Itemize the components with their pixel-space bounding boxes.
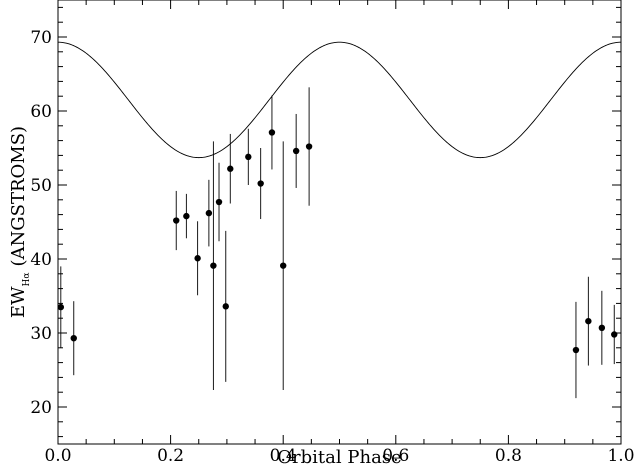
plot-frame (57, 0, 622, 445)
data-point (572, 346, 580, 354)
x-tick-label: 1.0 (607, 446, 634, 466)
data-points (57, 87, 618, 399)
y-axis-label: EWHα (ANGSTROMS) (8, 126, 32, 318)
data-point (222, 303, 229, 310)
data-point (245, 153, 252, 161)
data-point (215, 198, 223, 206)
x-axis-label: Orbital Phase (277, 447, 401, 466)
y-tick-label: 20 (30, 398, 52, 418)
y-tick-label: 40 (30, 250, 52, 270)
y-tick-label: 50 (30, 176, 52, 196)
x-tick-label: 0.4 (270, 446, 297, 466)
data-point (280, 262, 287, 269)
y-tick-label: 60 (30, 102, 52, 122)
y-tick-label: 30 (30, 324, 52, 344)
data-point (598, 324, 606, 332)
x-tick-label: 0.2 (157, 446, 184, 466)
y-axis-label-units: (ANGSTROMS) (8, 126, 29, 267)
data-point (194, 255, 201, 262)
data-point (585, 317, 592, 325)
data-point (268, 129, 276, 136)
x-tick-label: 0.6 (382, 446, 409, 466)
axis-ticks (57, 0, 622, 444)
data-point (70, 334, 77, 342)
data-point (210, 262, 217, 269)
data-point (305, 143, 313, 150)
data-point (257, 180, 264, 187)
data-point (57, 303, 65, 311)
data-point (292, 147, 300, 155)
data-point (183, 212, 190, 220)
data-point (611, 331, 618, 338)
data-point (173, 217, 180, 224)
y-axis-label-subscript: Hα (22, 273, 32, 287)
y-axis-label-main: EW (8, 286, 29, 318)
model-curve (57, 41, 622, 159)
x-tick-label: 0.0 (44, 446, 71, 466)
x-tick-label: 0.8 (495, 446, 522, 466)
data-point (227, 165, 234, 172)
data-point (205, 209, 213, 217)
y-tick-label: 70 (30, 28, 52, 48)
tick-labels: 0.0 0.2 0.4 0.6 0.8 1.0 20 30 40 50 60 70 (30, 28, 634, 466)
